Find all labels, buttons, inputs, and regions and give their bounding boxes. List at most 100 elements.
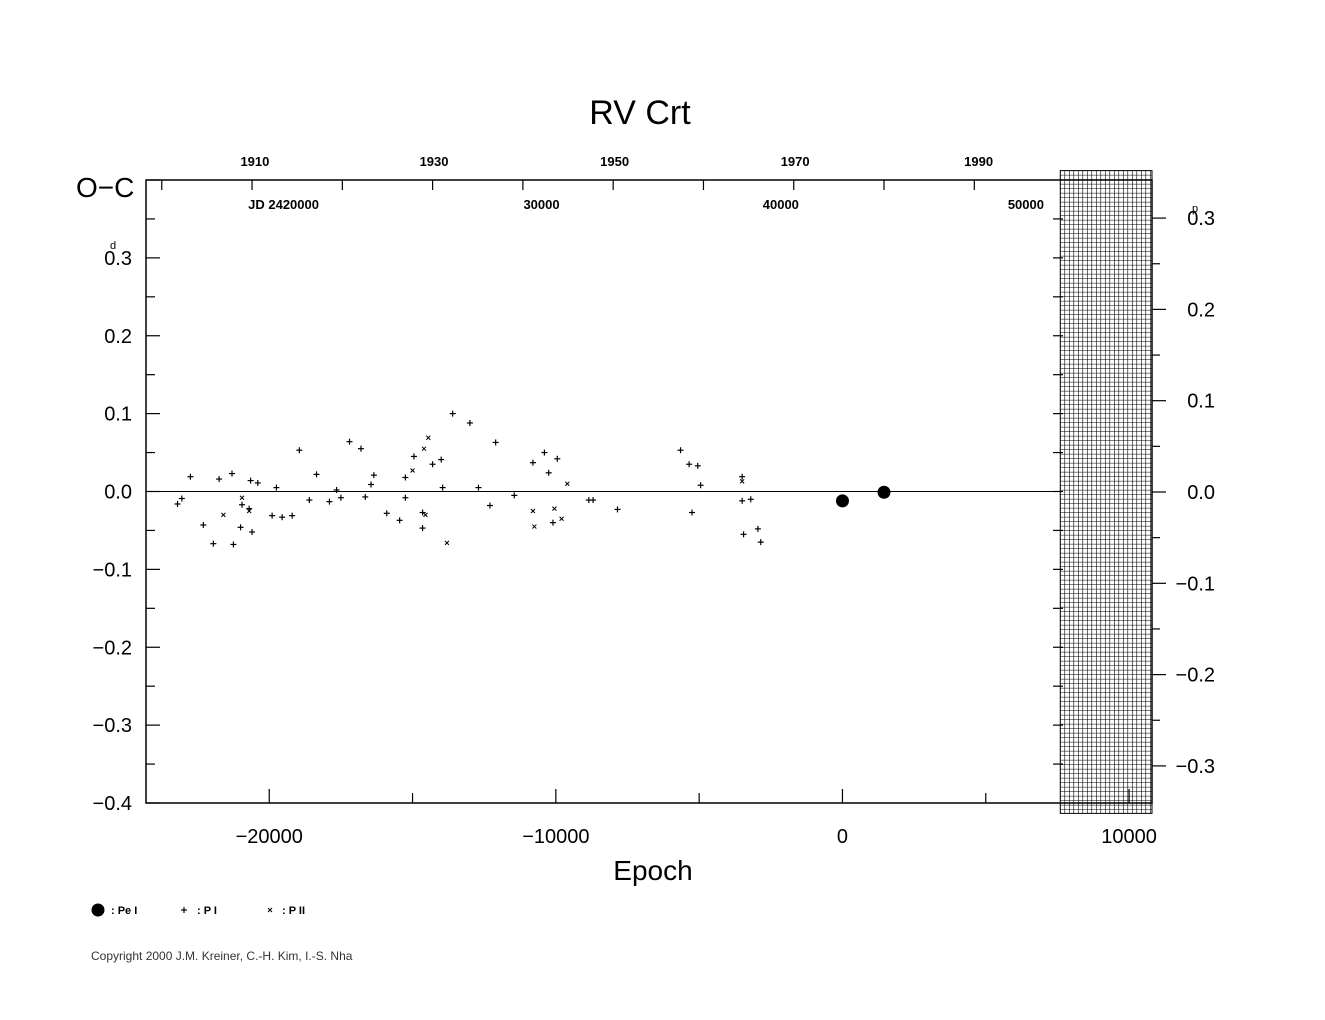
p1-point: [429, 461, 436, 468]
p2-point: [532, 524, 537, 529]
right-y-tick-label: −0.3: [1176, 756, 1215, 778]
right-y-tick-label: 0.0: [1187, 482, 1215, 504]
p1-point: [677, 447, 684, 454]
p1-point: [486, 502, 493, 509]
p1-point: [511, 492, 518, 499]
p1-point: [449, 410, 456, 417]
top-jd-label: 50000: [1008, 197, 1044, 212]
p1-point: [419, 525, 426, 532]
p1-point: [269, 512, 276, 519]
y-tick-labels: 0.3 0.2 0.1 0.0 −0.1 −0.2 −0.3 −0.4: [93, 248, 132, 815]
p2-point: [239, 495, 245, 501]
top-jd-label: 30000: [523, 197, 559, 212]
top-year-label: 1950: [600, 154, 629, 169]
y-axis-label: O−C: [76, 172, 134, 203]
p2-point: [552, 506, 557, 511]
top-axis-labels: 1910 1930 1950 1970 1990 JD 2420000 30000 40000…: [240, 154, 1044, 212]
p1-point: [614, 506, 621, 513]
top-year-label: 1970: [781, 154, 810, 169]
p1-point: [438, 456, 445, 463]
right-y-tick-label: 0.1: [1187, 391, 1215, 413]
p1-point: [273, 484, 280, 491]
x-tick-label: 10000: [1101, 826, 1157, 848]
y-tick-label: −0.1: [93, 559, 132, 581]
p1-point: [254, 479, 261, 486]
p1-point: [739, 497, 746, 504]
p2-point: [246, 508, 252, 514]
p2-point: [425, 435, 431, 441]
x-tick-label: −20000: [236, 826, 303, 848]
p2-point: [739, 479, 745, 484]
p1-point: [187, 473, 194, 480]
top-year-label: 1990: [964, 154, 993, 169]
p1-point: [747, 496, 754, 503]
p1-point: [313, 471, 320, 478]
y-tick-label: −0.2: [93, 637, 132, 659]
x-tick-labels: −20000 −10000 0 10000: [236, 826, 1157, 848]
legend-dot-marker: [91, 903, 105, 917]
p1-point: [554, 455, 561, 462]
y-unit-left: d: [110, 240, 116, 252]
p1-point: [247, 477, 254, 484]
p2-point: [564, 481, 570, 487]
p1-point: [337, 494, 344, 501]
p1-point: [230, 541, 237, 548]
p1-point: [383, 510, 390, 517]
p1-point: [216, 476, 223, 483]
p1-point: [492, 439, 499, 446]
p1-point: [694, 462, 701, 469]
legend-plus-marker: [181, 907, 187, 913]
p2-point: [221, 512, 226, 518]
p1-point: [402, 474, 409, 481]
p1-point: [739, 473, 746, 480]
p1-point: [529, 459, 536, 466]
p2-point: [559, 516, 564, 522]
p1-point: [757, 539, 764, 546]
p1-point: [396, 517, 403, 524]
p1-point: [178, 495, 185, 502]
right-y-tick-label: −0.2: [1176, 665, 1215, 687]
y-tick-label: 0.0: [104, 482, 132, 504]
p1-point: [410, 453, 417, 460]
p2-point: [421, 446, 427, 452]
p1-point: [210, 540, 217, 547]
x-tick-label: 0: [837, 826, 848, 848]
p1-point: [466, 419, 473, 426]
legend: : Pe I : P I : P II: [91, 903, 305, 917]
legend-cross-marker: [267, 907, 273, 913]
p1-point: [239, 501, 246, 508]
p1-point: [367, 481, 374, 488]
p1-point: [590, 497, 597, 504]
p1-point: [296, 447, 303, 454]
data-points: [174, 410, 891, 548]
pe1-point: [835, 494, 849, 508]
top-year-label: 1930: [420, 154, 449, 169]
p1-point: [688, 509, 695, 516]
right-y-tick-label: 0.2: [1187, 299, 1215, 321]
y-unit-right: p: [1192, 203, 1198, 215]
p1-point: [279, 514, 286, 521]
p2-point: [530, 508, 536, 514]
y-tick-label: 0.2: [104, 326, 132, 348]
right-y-tick-label: 0.3: [1187, 208, 1215, 230]
top-jd-label: 40000: [763, 197, 799, 212]
p1-point: [174, 500, 181, 507]
axis-ticks: [146, 179, 1166, 804]
p1-point: [249, 528, 256, 535]
p1-point: [541, 449, 548, 456]
p1-point: [289, 512, 296, 519]
copyright-text: Copyright 2000 J.M. Kreiner, C.-H. Kim, …: [91, 949, 353, 963]
p1-point: [475, 484, 482, 491]
p1-point: [686, 461, 693, 468]
p1-point: [326, 498, 333, 505]
legend-pe1-label: : Pe I: [111, 905, 137, 917]
p1-point: [419, 509, 426, 516]
shaded-region: [1059, 170, 1153, 814]
p1-point: [697, 482, 704, 489]
p1-point: [357, 445, 364, 452]
x-axis-label: Epoch: [613, 855, 692, 886]
p1-point: [362, 493, 369, 500]
p1-point: [754, 525, 761, 532]
p1-point: [306, 497, 313, 504]
